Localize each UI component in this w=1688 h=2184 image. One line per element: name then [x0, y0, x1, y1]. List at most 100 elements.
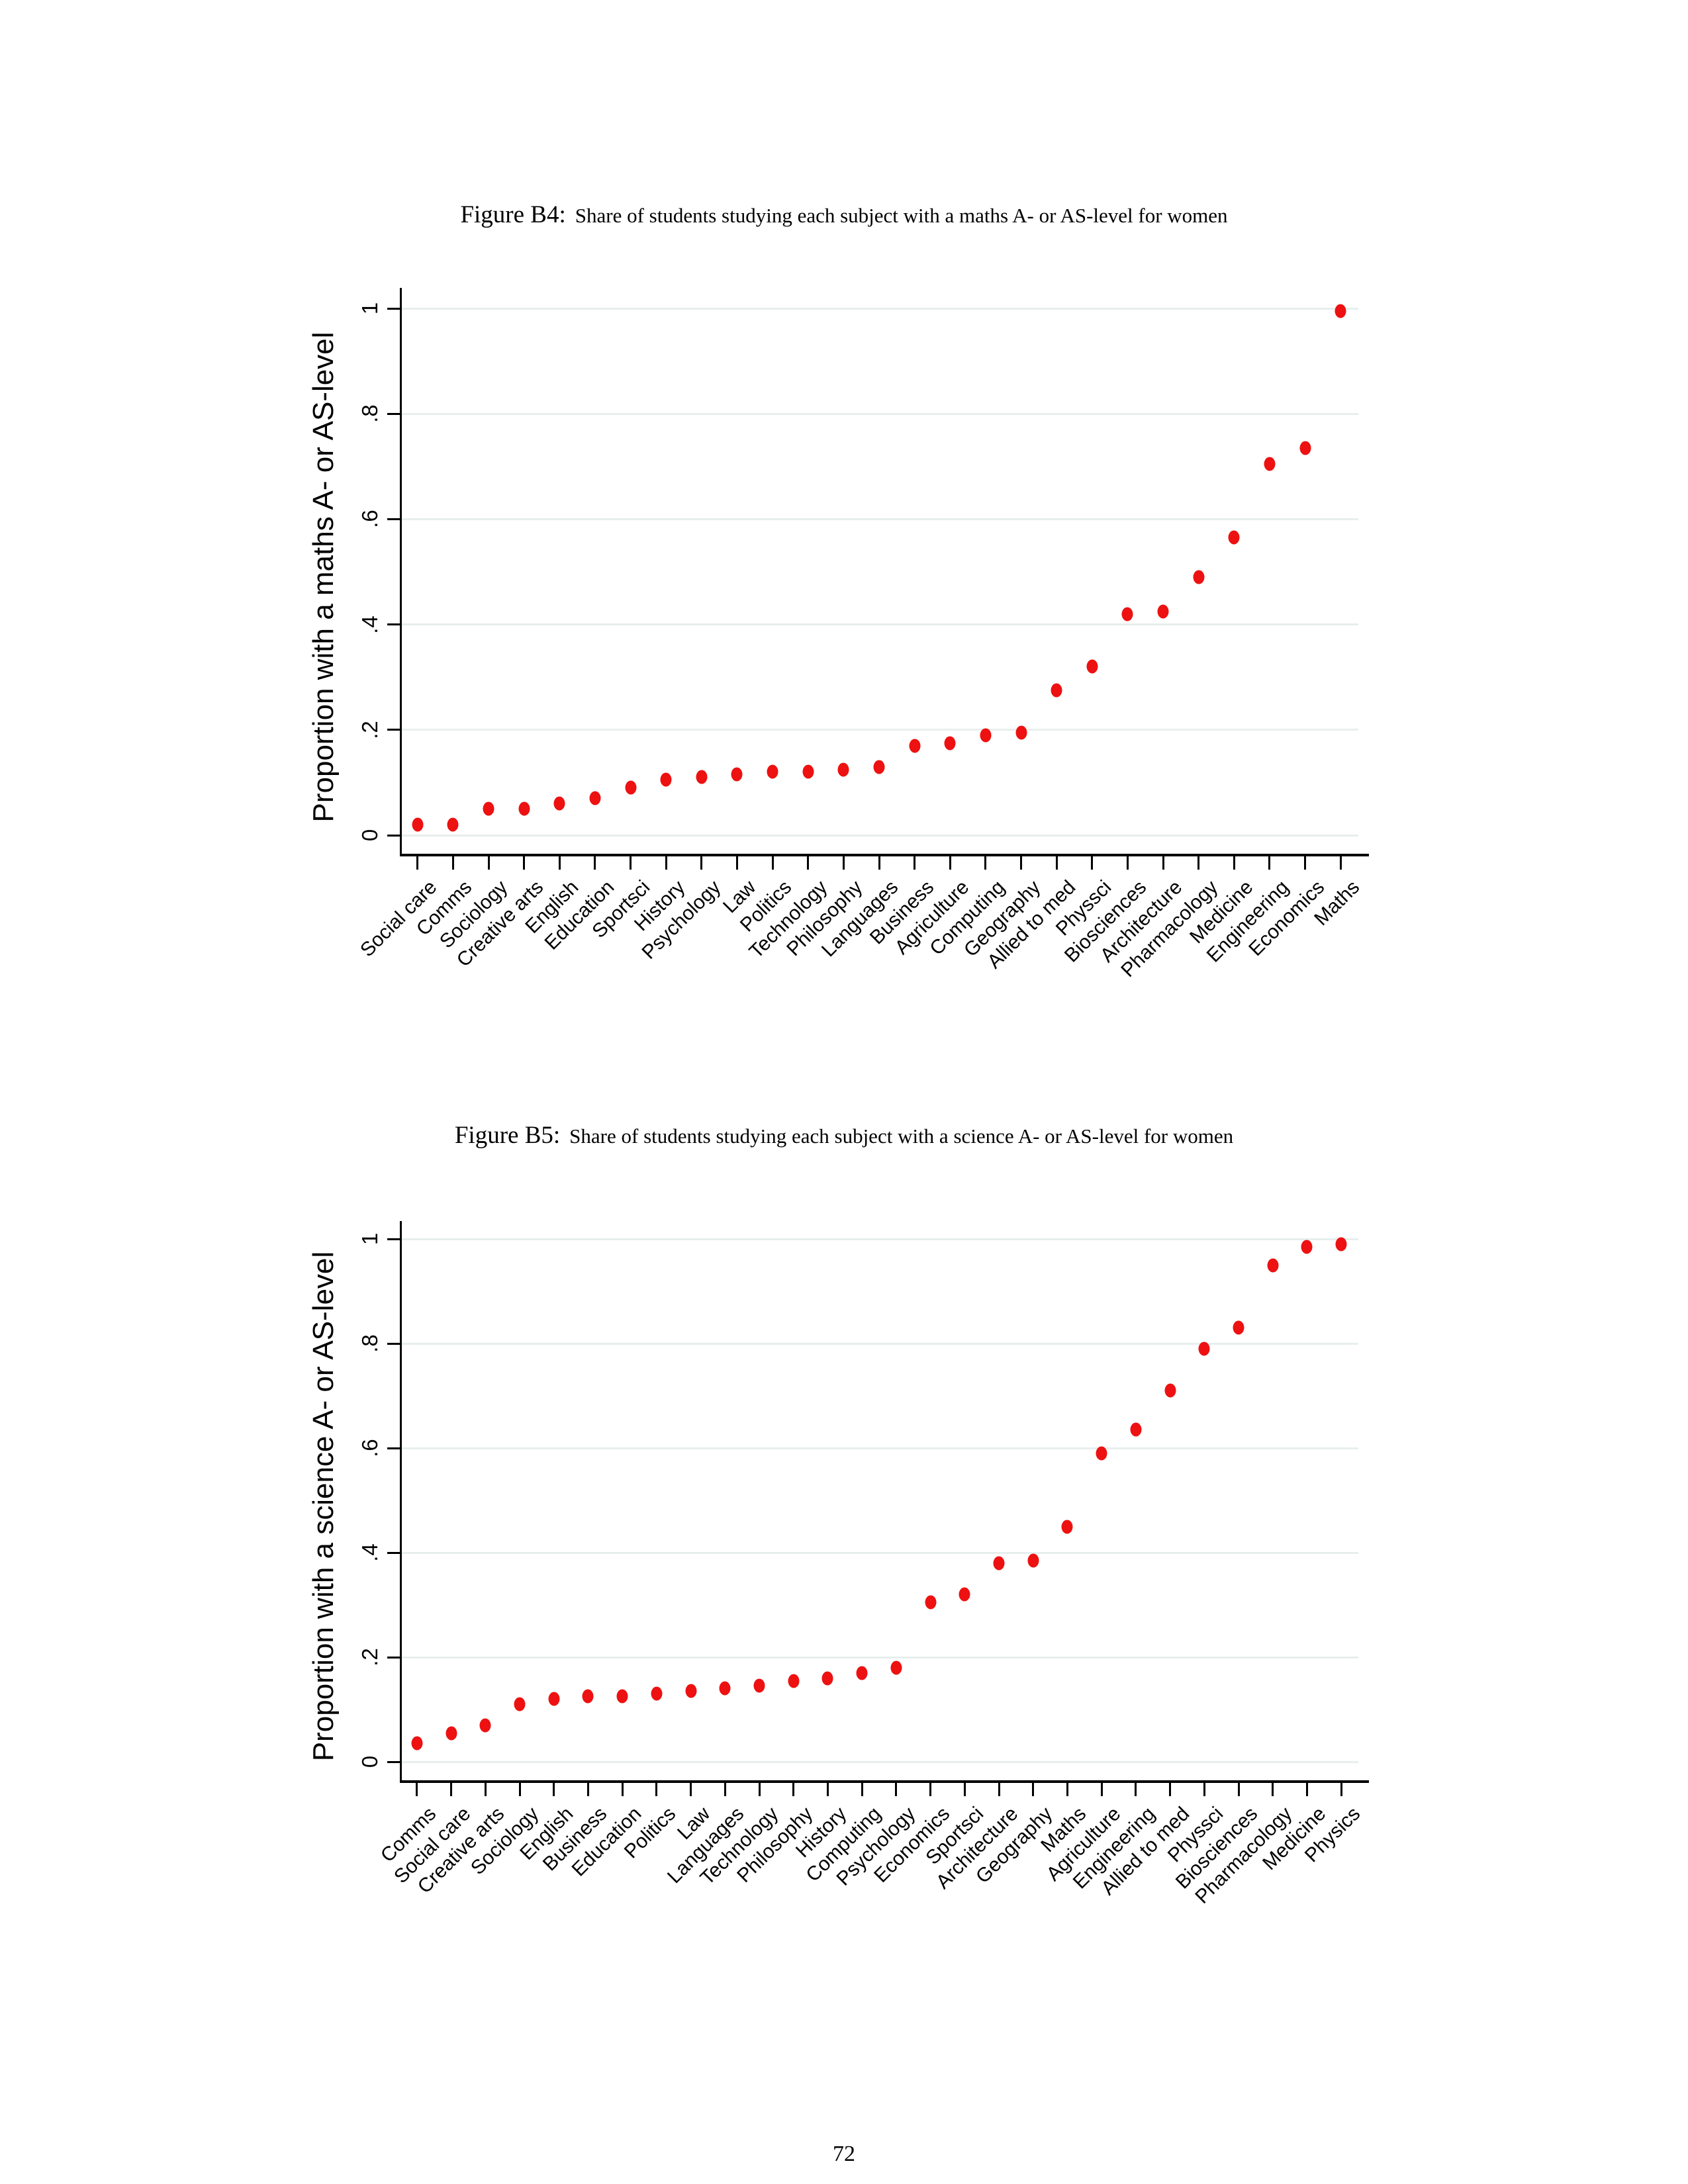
x-axis-tick: [484, 1783, 487, 1796]
y-gridline: [400, 1760, 1358, 1763]
data-point: [1301, 1240, 1313, 1254]
figure-b4-title: Figure B4: Share of students studying eac…: [0, 201, 1688, 229]
y-axis-tick: [387, 1342, 400, 1345]
y-axis-tick: [387, 1551, 400, 1554]
y-axis-tick: [387, 729, 400, 731]
x-axis-tick: [621, 1783, 624, 1796]
figure-b5-yaxis-title: Proportion with a science A- or AS-level: [307, 1251, 340, 1762]
data-point: [1299, 441, 1311, 455]
x-axis-tick: [1340, 1783, 1342, 1796]
data-point: [1096, 1446, 1107, 1461]
data-point: [553, 796, 565, 811]
y-gridline: [400, 729, 1358, 731]
y-tick-label: 1: [357, 1232, 382, 1246]
data-point: [788, 1674, 800, 1688]
x-axis-tick: [1066, 1783, 1068, 1796]
x-axis-tick: [1339, 856, 1342, 870]
x-axis-tick: [1162, 856, 1164, 870]
data-point: [1198, 1342, 1210, 1356]
data-point: [821, 1671, 833, 1686]
x-axis-line: [400, 1780, 1369, 1783]
x-axis-tick: [558, 856, 561, 870]
x-axis-tick: [1203, 1783, 1205, 1796]
y-gridline: [400, 1551, 1358, 1554]
y-gridline: [400, 412, 1358, 415]
y-gridline: [400, 518, 1358, 520]
x-axis-tick: [998, 1783, 1000, 1796]
data-point: [767, 764, 778, 779]
x-axis-tick: [630, 856, 632, 870]
y-tick-label: .4: [357, 1543, 382, 1562]
data-point: [589, 791, 601, 805]
x-axis-tick: [416, 1783, 418, 1796]
x-axis-line: [400, 854, 1369, 856]
y-gridline: [400, 1238, 1358, 1240]
data-point: [731, 767, 743, 782]
x-axis-tick: [518, 1783, 521, 1796]
x-axis-tick: [553, 1783, 555, 1796]
figure-b5-title-caption: Share of students studying each subject …: [569, 1124, 1234, 1148]
y-axis-tick: [387, 307, 400, 310]
data-point: [753, 1678, 765, 1693]
x-axis-tick: [807, 856, 810, 870]
y-axis-tick: [387, 834, 400, 837]
x-axis-tick: [594, 856, 596, 870]
x-axis-tick: [1304, 856, 1307, 870]
x-axis-tick: [724, 1783, 726, 1796]
data-point: [1267, 1258, 1279, 1272]
x-axis-tick: [929, 1783, 932, 1796]
x-axis-tick: [1305, 1783, 1308, 1796]
x-axis-tick: [416, 856, 419, 870]
x-axis-tick: [1055, 856, 1058, 870]
x-axis-tick: [949, 856, 951, 870]
y-axis-line: [400, 288, 402, 854]
data-point: [1157, 604, 1169, 619]
x-axis-tick: [487, 856, 490, 870]
data-point: [1164, 1383, 1176, 1398]
y-gridline: [400, 307, 1358, 310]
data-point: [548, 1692, 560, 1706]
data-point: [1228, 530, 1240, 545]
x-axis-tick: [586, 1783, 589, 1796]
data-point: [514, 1697, 526, 1711]
figure-b4-title-prefix: Figure B4:: [460, 201, 566, 228]
y-tick-label: .8: [357, 1334, 382, 1353]
data-point: [1335, 1237, 1347, 1251]
y-axis-tick: [387, 1760, 400, 1763]
data-point: [518, 801, 530, 816]
y-axis-tick: [387, 1447, 400, 1449]
x-axis-tick: [1135, 1783, 1137, 1796]
data-point: [890, 1661, 902, 1675]
data-point: [719, 1681, 731, 1696]
x-axis-tick: [690, 1783, 692, 1796]
x-axis-tick: [1268, 856, 1271, 870]
x-axis-tick: [1197, 856, 1200, 870]
x-axis-tick: [792, 1783, 795, 1796]
data-point: [1130, 1422, 1142, 1437]
x-axis-tick: [1272, 1783, 1274, 1796]
x-axis-tick: [1237, 1783, 1240, 1796]
y-tick-label: .6: [357, 1439, 382, 1457]
x-axis-tick: [451, 856, 454, 870]
x-axis-tick: [1100, 1783, 1103, 1796]
y-gridline: [400, 1447, 1358, 1449]
x-axis-tick: [735, 856, 738, 870]
data-point: [411, 1736, 423, 1751]
data-point: [1335, 304, 1346, 318]
x-axis-tick: [895, 1783, 898, 1796]
data-point: [1086, 659, 1098, 674]
data-point: [1233, 1320, 1244, 1335]
x-axis-tick: [665, 856, 667, 870]
data-point: [696, 770, 708, 784]
x-axis-tick: [1233, 856, 1235, 870]
data-point: [873, 760, 885, 774]
y-tick-label: 0: [357, 1755, 382, 1768]
figure-b5-title-prefix: Figure B5:: [454, 1122, 561, 1149]
data-point: [412, 817, 424, 832]
x-axis-tick: [984, 856, 987, 870]
y-axis-tick: [387, 1656, 400, 1659]
x-axis-tick: [450, 1783, 453, 1796]
